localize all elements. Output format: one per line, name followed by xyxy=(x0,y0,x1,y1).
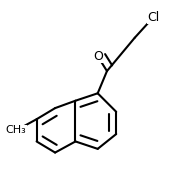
Text: O: O xyxy=(93,50,103,63)
Text: CH₃: CH₃ xyxy=(6,125,27,135)
Text: Cl: Cl xyxy=(147,11,159,24)
